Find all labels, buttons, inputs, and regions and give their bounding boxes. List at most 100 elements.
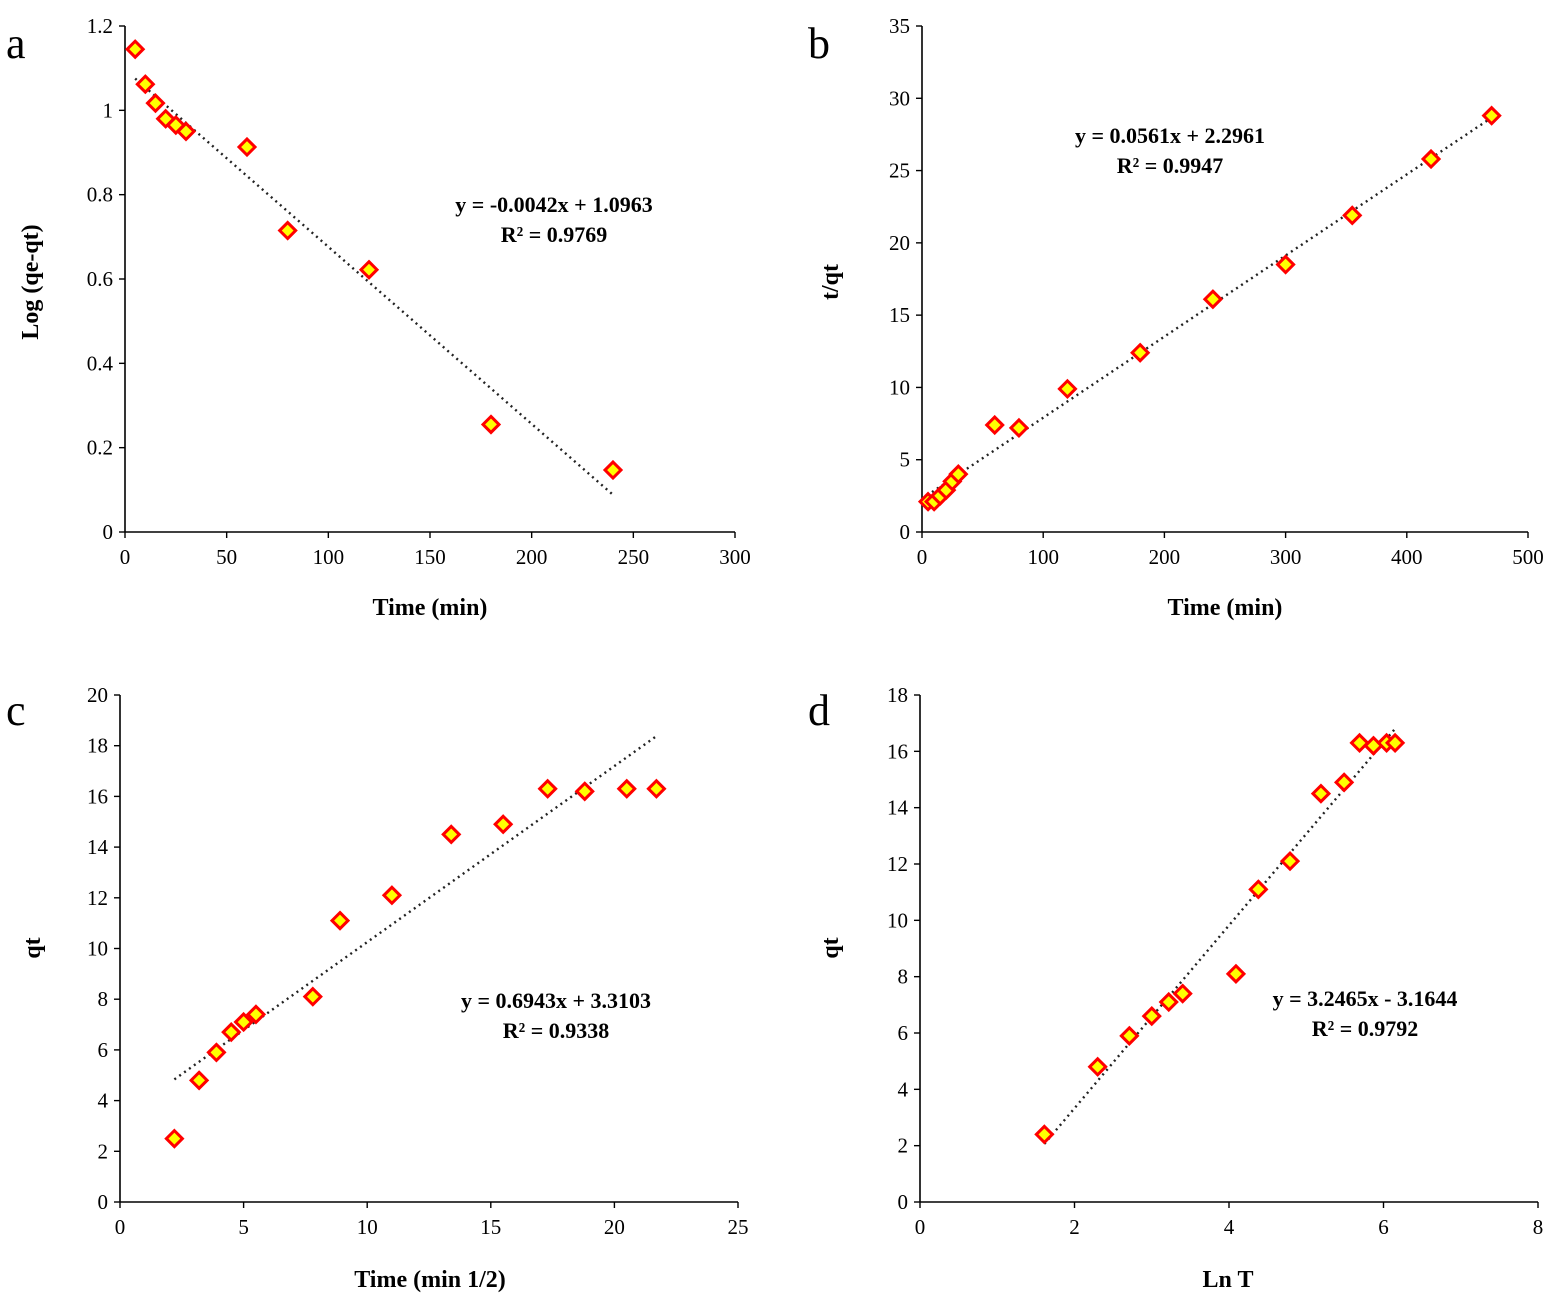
panel-b-data-point [1481,105,1502,126]
panel-d-x-tick-label: 8 [1533,1215,1544,1239]
panel-c-data-point [233,1011,254,1033]
panel-a-x-label: Time (min) [373,595,488,621]
panel-a-x-tick-label: 50 [216,545,237,569]
panel-b-y-tick-label: 15 [889,303,910,327]
panel-c-x-tick-label: 5 [238,1215,249,1239]
panel-b-points [917,105,1502,512]
panel-d-y-label: qt [818,937,844,958]
panel-d-data-point [1248,879,1269,900]
panel-d-data-point [1349,732,1370,754]
panel-d-ticks: 0 2 4 6 8 0 2 4 6 8 10 12 14 16 18 [887,683,1543,1239]
panel-d-y-tick-label: 0 [898,1190,909,1214]
panel-b-y-tick-label: 10 [889,375,910,399]
panel-c-data-point [302,986,323,1007]
panel-a-x-tick-label: 0 [120,545,131,569]
panel-d-y-tick-label: 8 [898,965,909,989]
panel-c-data-point [493,814,514,835]
panel-c-x-tick-label: 25 [728,1215,749,1239]
panel-a-data-point [480,414,502,435]
panel-c-data-point [441,824,462,845]
panel-c-data-point [329,910,351,931]
panel-c-data-point [646,778,667,799]
panel-a-r2: R² = 0.9769 [501,222,608,247]
panel-c-x-tick-label: 15 [480,1215,501,1239]
panel-c-chart: c 0 5 10 15 20 25 0 2 4 6 8 10 12 14 16 18 20 y = 0.6943… [6,683,749,1293]
panel-d-data-point [1310,783,1332,804]
panel-d-y-tick-label: 4 [898,1077,909,1101]
panel-b-y-tick-label: 25 [889,159,910,183]
panel-c-x-tick-label: 20 [604,1215,625,1239]
panel-c-y-tick-label: 12 [87,886,108,910]
panel-c-y-tick-label: 16 [87,784,108,808]
panel-c-y-tick-label: 0 [98,1190,109,1214]
panel-d-data-point [1141,1005,1162,1027]
panel-c-equation: y = 0.6943x + 3.3103 [461,988,651,1013]
panel-b-data-point [1130,342,1151,363]
panel-a-data-point [135,74,156,95]
panel-b-letter: b [808,19,830,68]
panel-d-data-point [1172,983,1193,1004]
panel-a-data-point [236,136,258,158]
panel-d-y-tick-label: 12 [887,852,908,876]
panel-a-y-tick-label: 0.6 [87,267,113,291]
panel-b-data-point [948,464,969,485]
panel-c-y-tick-label: 4 [98,1089,109,1113]
panel-c-trendline [173,735,658,1081]
panel-d-data-point [1119,1025,1140,1046]
panel-b-data-point [1420,148,1442,170]
panel-a-data-point [175,121,197,142]
panel-a-y-tick-label: 1 [103,98,114,122]
panel-c-data-point [574,781,595,802]
panel-c-data-point [616,778,637,799]
panel-a-trendline [134,77,614,496]
panel-d-data-point [1384,732,1406,754]
panel-b-x-tick-label: 400 [1391,545,1423,569]
panel-c-y-tick-label: 2 [98,1139,109,1163]
panel-d-y-tick-label: 6 [898,1021,909,1045]
panel-b-data-point [1008,417,1030,439]
panel-d-data-point [1087,1056,1108,1077]
panel-d-letter: d [808,686,830,735]
panel-b-data-point [1275,254,1296,275]
panel-d-y-tick-label: 14 [887,796,909,820]
panel-b-y-tick-label: 5 [900,448,911,472]
panel-b-x-tick-label: 300 [1270,545,1302,569]
panel-c-y-tick-label: 18 [87,734,108,758]
panel-d-data-point [1279,851,1301,872]
panel-b-data-point [1342,205,1363,226]
panel-a-data-point [125,39,146,60]
panel-b-y-tick-label: 35 [889,14,910,38]
panel-a-data-point [358,259,380,280]
panel-c-x-tick-label: 10 [357,1215,378,1239]
panel-b-data-point [1202,289,1224,310]
panel-d-y-tick-label: 18 [887,683,908,707]
panel-c-y-tick-label: 14 [87,835,109,859]
panel-d-y-tick-label: 16 [887,739,908,763]
panel-a-points [125,39,624,481]
panel-c-data-point [206,1042,227,1063]
panel-a-letter: a [6,19,26,68]
panel-c-data-point [381,885,403,906]
panel-d-equation: y = 3.2465x - 3.1644 [1273,986,1458,1011]
panel-d-x-tick-label: 2 [1069,1215,1080,1239]
panel-a-x-tick-label: 300 [719,545,751,569]
panel-b-ticks: 0 100 200 300 400 500 0 5 10 15 20 25 30 35 [889,14,1544,569]
panel-c-y-label: qt [20,937,46,958]
panel-b-chart: b 0 100 200 300 400 500 0 5 10 15 20 25 30 35 y = 0.0… [808,14,1544,621]
panel-b-x-tick-label: 0 [917,545,928,569]
panel-a-y-tick-label: 1.2 [87,14,113,38]
panel-d-data-point [1225,963,1247,984]
panel-c-x-tick-label: 0 [115,1215,126,1239]
panel-d-r2: R² = 0.9792 [1312,1016,1419,1041]
panel-d-data-point [1363,735,1384,756]
panel-b-x-tick-label: 500 [1512,545,1544,569]
panel-a-y-tick-label: 0.2 [87,436,113,460]
panel-c-letter: c [6,686,26,735]
panel-c-data-point [221,1022,242,1043]
panel-d-y-tick-label: 2 [898,1134,909,1158]
panel-a-equation: y = -0.0042x + 1.0963 [455,192,652,217]
panel-c-x-label: Time (min 1/2) [354,1267,506,1293]
panel-b-data-point [1057,378,1078,399]
panel-a-data-point [602,459,624,481]
